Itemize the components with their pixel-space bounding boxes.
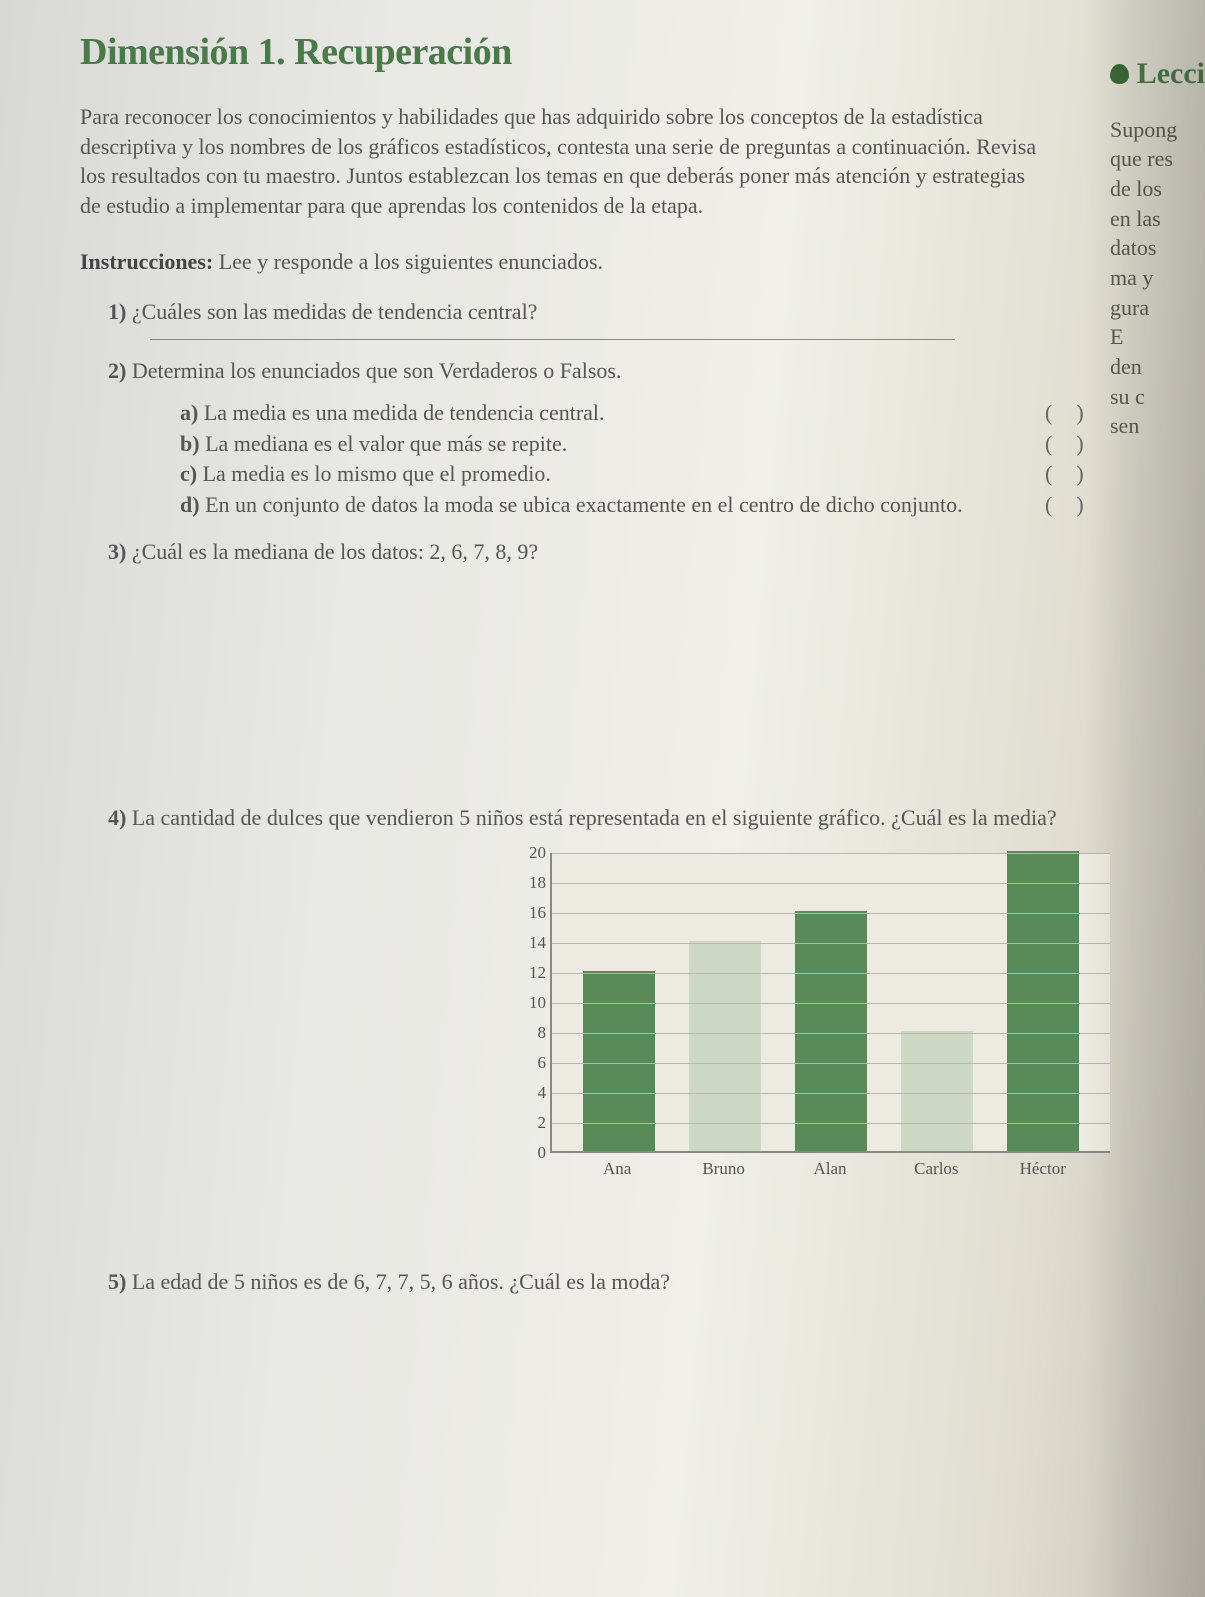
chart-gridline xyxy=(552,883,1110,884)
instructions-text: Lee y responde a los siguientes enunciad… xyxy=(219,249,603,274)
true-false-text: d) En un conjunto de datos la moda se ub… xyxy=(180,490,1045,521)
chart-y-tick-label: 10 xyxy=(516,993,546,1013)
cutoff-text-line: datos xyxy=(1110,233,1205,263)
chart-bar xyxy=(1007,851,1079,1151)
chart-x-tick-label: Carlos xyxy=(900,1159,972,1179)
chart-bar xyxy=(583,971,655,1151)
chart-gridline xyxy=(552,1003,1110,1004)
chart-x-tick-label: Ana xyxy=(581,1159,653,1179)
chart-gridline xyxy=(552,853,1110,854)
chart-x-tick-label: Héctor xyxy=(1007,1159,1079,1179)
chart-plot-area: 02468101214161820 xyxy=(550,853,1110,1153)
question-1-number: 1) xyxy=(80,299,126,325)
chart-y-tick-label: 2 xyxy=(516,1113,546,1133)
cutoff-text-line: gura xyxy=(1110,293,1205,323)
cutoff-text-line: que res xyxy=(1110,144,1205,174)
chart-gridline xyxy=(552,1033,1110,1034)
question-1-text: ¿Cuáles son las medidas de tendencia cen… xyxy=(132,299,538,324)
true-false-item: d) En un conjunto de datos la moda se ub… xyxy=(80,490,1205,521)
question-3-text: ¿Cuál es la mediana de los datos: 2, 6, … xyxy=(132,539,538,564)
true-false-letter: b) xyxy=(180,431,205,456)
chart-y-tick-label: 12 xyxy=(516,963,546,983)
cutoff-text-line: E xyxy=(1110,322,1205,352)
question-5: 5) La edad de 5 niños es de 6, 7, 7, 5, … xyxy=(80,1269,1205,1295)
chart-gridline xyxy=(552,913,1110,914)
true-false-blank[interactable]: () xyxy=(1045,490,1205,521)
instructions-line: Instrucciones: Lee y responde a los sigu… xyxy=(80,249,1205,275)
chart-gridline xyxy=(552,1063,1110,1064)
question-5-text: La edad de 5 niños es de 6, 7, 7, 5, 6 a… xyxy=(132,1269,670,1294)
question-4: 4) La cantidad de dulces que vendieron 5… xyxy=(80,805,1100,831)
next-page-text-fragment: Supongque resde losen lasdatosma yguraEd… xyxy=(1110,115,1205,442)
true-false-item: c) La media es lo mismo que el promedio.… xyxy=(80,459,1205,490)
cutoff-text-line: su c xyxy=(1110,382,1205,412)
chart-bar xyxy=(795,911,867,1151)
cutoff-text-line: Supong xyxy=(1110,115,1205,145)
true-false-item: a) La media es una medida de tendencia c… xyxy=(80,398,1205,429)
chart-y-tick-label: 20 xyxy=(516,843,546,863)
question-4-number: 4) xyxy=(80,805,126,831)
true-false-text: a) La media es una medida de tendencia c… xyxy=(180,398,1045,429)
chart-y-tick-label: 4 xyxy=(516,1083,546,1103)
cutoff-text-line: den xyxy=(1110,352,1205,382)
cutoff-text-line: de los xyxy=(1110,174,1205,204)
cutoff-text-line: ma y xyxy=(1110,263,1205,293)
chart-y-tick-label: 6 xyxy=(516,1053,546,1073)
chart-y-tick-label: 8 xyxy=(516,1023,546,1043)
question-2-items: a) La media es una medida de tendencia c… xyxy=(80,398,1205,521)
question-2-number: 2) xyxy=(80,358,126,384)
true-false-text: c) La media es lo mismo que el promedio. xyxy=(180,459,1045,490)
chart-x-axis-labels: Ana Bruno Alan Carlos Héctor xyxy=(550,1153,1110,1179)
chart-x-tick-label: Bruno xyxy=(688,1159,760,1179)
true-false-blank[interactable]: () xyxy=(1045,459,1205,490)
page-title: Dimensión 1. Recuperación xyxy=(80,30,1205,74)
chart-y-tick-label: 0 xyxy=(516,1143,546,1163)
true-false-item: b) La mediana es el valor que más se rep… xyxy=(80,429,1205,460)
question-3-number: 3) xyxy=(80,539,126,565)
chart-x-tick-label: Alan xyxy=(794,1159,866,1179)
intro-paragraph: Para reconocer los conocimientos y habil… xyxy=(80,102,1040,221)
worksheet-page: Dimensión 1. Recuperación Para reconocer… xyxy=(0,0,1205,1349)
chart-y-tick-label: 18 xyxy=(516,873,546,893)
question-1: 1) ¿Cuáles son las medidas de tendencia … xyxy=(80,299,1205,325)
question-2: 2) Determina los enunciados que son Verd… xyxy=(80,358,1205,384)
chart-y-tick-label: 16 xyxy=(516,903,546,923)
question-5-number: 5) xyxy=(80,1269,126,1295)
next-page-heading-row: Lecci xyxy=(1110,54,1205,95)
true-false-letter: c) xyxy=(180,461,203,486)
chart-gridline xyxy=(552,1123,1110,1124)
instructions-label: Instrucciones: xyxy=(80,249,213,274)
leaf-icon xyxy=(1110,64,1129,84)
chart-gridline xyxy=(552,1093,1110,1094)
chart-y-tick-label: 14 xyxy=(516,933,546,953)
chart-bar xyxy=(901,1031,973,1151)
question-3: 3) ¿Cuál es la mediana de los datos: 2, … xyxy=(80,539,1205,565)
question-4-text: La cantidad de dulces que vendieron 5 ni… xyxy=(132,805,1057,830)
answer-line-q1[interactable] xyxy=(150,339,955,340)
true-false-letter: d) xyxy=(180,492,205,517)
true-false-text: b) La mediana es el valor que más se rep… xyxy=(180,429,1045,460)
next-page-cutoff: Lecci Supongque resde losen lasdatosma y… xyxy=(1110,54,1205,441)
true-false-letter: a) xyxy=(180,400,204,425)
cutoff-text-line: en las xyxy=(1110,204,1205,234)
next-page-heading: Lecci xyxy=(1137,54,1205,95)
cutoff-text-line: sen xyxy=(1110,411,1205,441)
chart-gridline xyxy=(552,943,1110,944)
chart-gridline xyxy=(552,973,1110,974)
chart-bars xyxy=(552,853,1110,1151)
bar-chart: 02468101214161820 Ana Bruno Alan Carlos Héct… xyxy=(550,853,1110,1179)
question-2-text: Determina los enunciados que son Verdade… xyxy=(132,358,622,383)
